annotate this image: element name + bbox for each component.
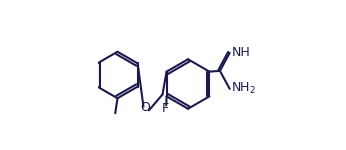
Text: NH$_2$: NH$_2$ — [231, 81, 256, 96]
Text: O: O — [140, 101, 150, 114]
Text: NH: NH — [231, 46, 250, 59]
Text: F: F — [162, 102, 169, 115]
